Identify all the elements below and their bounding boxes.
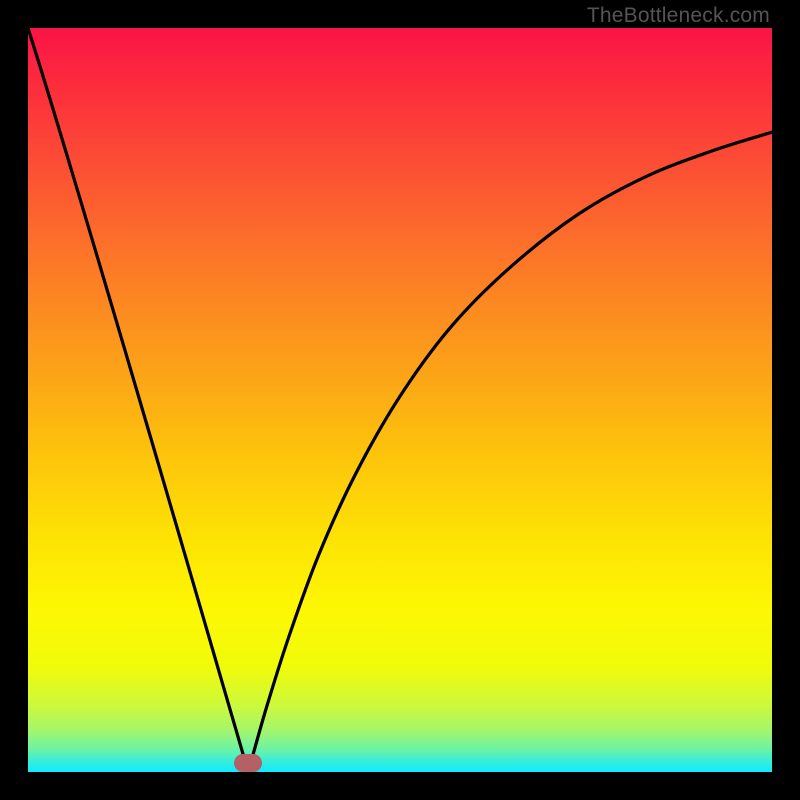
bottleneck-curve [28, 28, 772, 772]
minimum-marker [234, 754, 262, 772]
watermark-text: TheBottleneck.com [587, 4, 770, 28]
plot-area [28, 28, 772, 772]
curve-path [28, 28, 772, 772]
